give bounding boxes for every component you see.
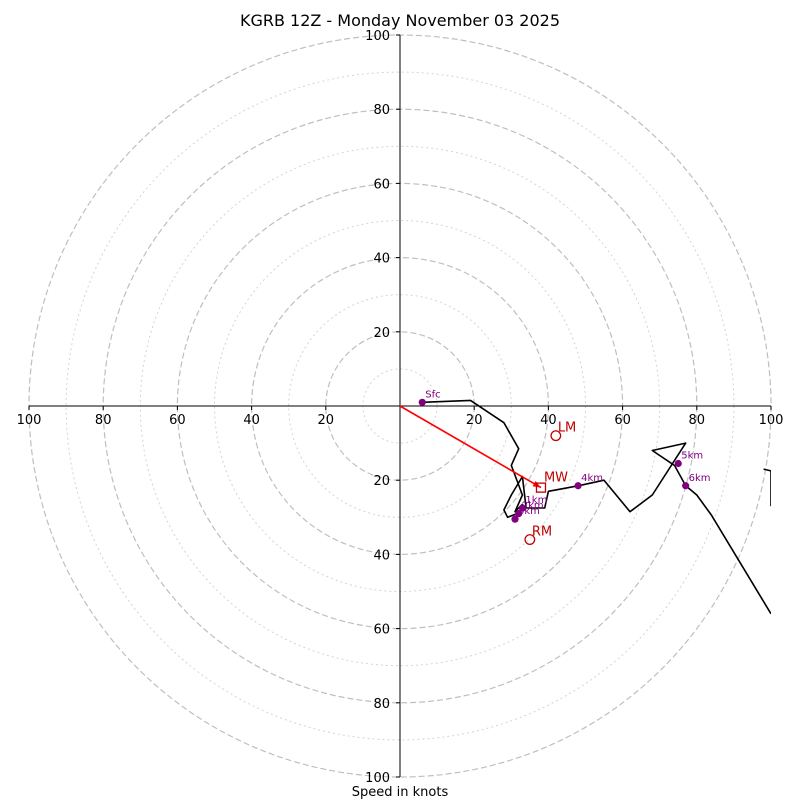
height-marker-sfc [418, 398, 426, 406]
tick-label-bottom-20: 20 [373, 474, 390, 489]
storm-motion-markers: LM RM MW [524, 421, 576, 546]
height-marker-1km [518, 504, 527, 512]
tick-label-right-40: 40 [540, 413, 557, 428]
tick-label-left-40: 40 [243, 413, 260, 428]
tick-label-right-20: 20 [466, 413, 483, 428]
tick-label-right-100: 100 [759, 413, 784, 428]
hodograph-line-segment-2 [763, 468, 771, 507]
tick-label-top-80: 80 [373, 103, 390, 118]
height-label-4km: 4km [581, 473, 603, 484]
tick-label-right-80: 80 [689, 413, 706, 428]
tick-label-left-100: 100 [17, 413, 42, 428]
height-label-2km: 2km [522, 501, 544, 512]
tick-label-left-60: 60 [169, 413, 186, 428]
height-marker-3km [511, 515, 519, 523]
height-marker-2km [515, 509, 523, 518]
tick-label-top-40: 40 [373, 252, 390, 267]
storm-marker-rm [524, 534, 536, 546]
tick-label-left-20: 20 [318, 413, 335, 428]
tick-label-bottom-80: 80 [373, 697, 390, 712]
storm-label-rm: RM [532, 525, 552, 540]
height-label-sfc: Sfc [425, 389, 440, 400]
tick-label-bottom-100: 100 [365, 771, 390, 786]
tick-label-top-100: 100 [365, 29, 390, 44]
height-marker-4km [574, 482, 582, 490]
height-marker-6km [682, 482, 690, 490]
storm-marker-lm [550, 430, 562, 442]
height-label-5km: 5km [681, 451, 703, 462]
storm-label-mw: MW [544, 471, 568, 486]
tick-labels: 100 80 60 40 20 20 40 60 80 100 20 40 60 80 100 20 40 60 8… [17, 29, 784, 786]
tick-label-top-60: 60 [373, 177, 390, 192]
chart-title: KGRB 12Z - Monday November 03 2025 [240, 11, 560, 30]
shear-vector-line [399, 405, 542, 489]
height-label-1km: 1km [525, 495, 547, 506]
tick-label-top-20: 20 [373, 326, 390, 341]
tick-label-left-80: 80 [95, 413, 112, 428]
tick-label-right-60: 60 [614, 413, 631, 428]
tick-label-bottom-60: 60 [373, 623, 390, 638]
x-axis-label: Speed in knots [352, 785, 449, 800]
hodograph-line [422, 399, 771, 615]
height-label-6km: 6km [689, 473, 711, 484]
height-label-3km: 3km [518, 506, 540, 517]
tick-label-bottom-40: 40 [373, 548, 390, 563]
storm-marker-mw [535, 482, 547, 493]
height-marker-5km [674, 459, 682, 468]
storm-label-lm: LM [558, 421, 576, 436]
hodograph-trace [422, 399, 771, 615]
